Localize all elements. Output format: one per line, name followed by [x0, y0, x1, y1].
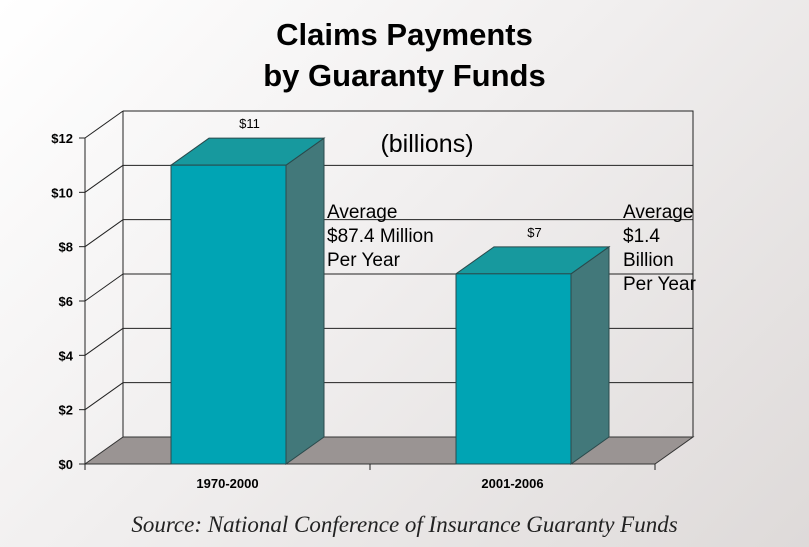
annotation-1-line-1: $1.4 — [623, 226, 660, 247]
bar-front-1 — [455, 273, 572, 465]
data-label-1: $7 — [527, 225, 541, 240]
chart-subtitle: (billions) — [380, 130, 473, 158]
bar-2001-2006 — [454, 245, 611, 465]
x-category-label-1: 2001-2006 — [481, 476, 543, 491]
bar-side-1 — [570, 245, 610, 465]
annotation-0-line-1: $87.4 Million — [327, 226, 434, 247]
y-tick-label-5: $10 — [51, 185, 73, 200]
annotation-1-line-3: Per Year — [623, 274, 697, 295]
gridline-side-3 — [84, 273, 124, 302]
chart-axes: $0 $2 $4 $6 $8 $10 $12 — [51, 131, 656, 472]
chart-title-line-1: Claims Payments — [276, 17, 533, 52]
gridline-side-5 — [84, 164, 124, 193]
gridline-side-2 — [84, 327, 124, 356]
chart-labels: $11 1970-2000 $7 2001-2006 (billions) Average… — [196, 116, 696, 491]
bar-side-0 — [285, 137, 325, 465]
y-tick-label-1: $2 — [59, 403, 73, 418]
annotation-1-line-0: Average — [623, 202, 693, 223]
bar-front-0 — [170, 164, 287, 465]
y-tick-label-0: $0 — [59, 457, 73, 472]
chart-bars — [169, 137, 611, 465]
source-caption: Source: National Conference of Insurance… — [131, 512, 678, 537]
y-tick-label-3: $6 — [59, 294, 73, 309]
gridline-side-4 — [84, 219, 124, 248]
data-label-0: $11 — [239, 116, 260, 131]
annotation-1-line-2: Billion — [623, 250, 674, 271]
bar-1970-2000 — [169, 137, 326, 465]
chart-title-line-2: by Guaranty Funds — [263, 58, 546, 93]
gridline-side-6 — [84, 110, 124, 139]
annotation-0-line-0: Average — [327, 202, 397, 223]
x-category-label-0: 1970-2000 — [196, 476, 258, 491]
annotation-0-line-2: Per Year — [327, 250, 401, 271]
y-tick-label-2: $4 — [59, 348, 74, 363]
y-tick-label-6: $12 — [51, 131, 73, 146]
y-tick-label-4: $8 — [59, 240, 73, 255]
gridline-side-1 — [84, 382, 124, 411]
